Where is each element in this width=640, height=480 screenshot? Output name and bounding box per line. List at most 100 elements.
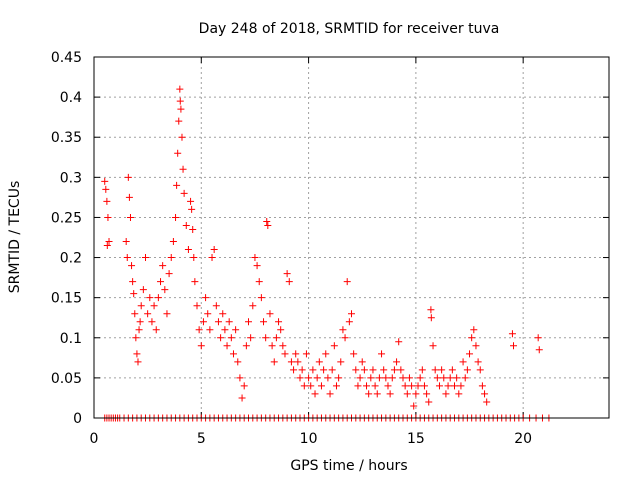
data-point	[305, 374, 313, 382]
data-point	[350, 350, 358, 358]
data-point	[408, 382, 416, 390]
data-point	[510, 342, 518, 350]
data-point	[290, 366, 298, 374]
data-point	[159, 262, 167, 270]
data-point	[508, 330, 516, 338]
data-point	[148, 318, 156, 326]
data-point	[232, 326, 240, 334]
data-point	[317, 382, 325, 390]
data-point	[459, 358, 467, 366]
data-point	[234, 358, 242, 366]
data-point	[176, 85, 184, 93]
data-point	[448, 366, 456, 374]
data-point	[214, 318, 222, 326]
data-point	[123, 254, 131, 262]
data-point	[104, 213, 112, 221]
data-point	[360, 366, 368, 374]
grid-lines	[94, 57, 609, 418]
y-tick-label: 0.35	[51, 130, 82, 146]
data-point	[187, 197, 195, 205]
y-axis-label: SRMTID / TECUs	[7, 181, 23, 294]
data-point	[161, 286, 169, 294]
x-tick-label: 10	[300, 431, 318, 447]
data-point	[354, 382, 362, 390]
data-point	[240, 382, 248, 390]
data-point	[420, 382, 428, 390]
data-point	[174, 149, 182, 157]
data-point	[169, 238, 177, 246]
data-point	[223, 342, 231, 350]
data-point	[249, 302, 257, 310]
data-point	[309, 366, 317, 374]
axis-ticks	[93, 56, 609, 419]
data-point	[172, 213, 180, 221]
data-point	[412, 390, 420, 398]
data-point	[474, 358, 482, 366]
data-point	[414, 382, 422, 390]
data-point	[190, 254, 198, 262]
y-tick-label: 0.15	[51, 291, 82, 307]
data-point	[341, 334, 349, 342]
data-point	[375, 374, 383, 382]
data-point	[302, 350, 310, 358]
data-point	[179, 165, 187, 173]
data-point	[453, 374, 461, 382]
data-point	[446, 374, 454, 382]
x-tick-label: 0	[90, 431, 99, 447]
data-point	[197, 342, 205, 350]
data-point	[463, 366, 471, 374]
data-point	[371, 382, 379, 390]
data-point	[478, 382, 486, 390]
data-point	[177, 105, 185, 113]
data-point	[335, 374, 343, 382]
data-point	[272, 334, 280, 342]
data-point	[124, 173, 132, 181]
data-point	[184, 246, 192, 254]
data-point	[130, 290, 138, 298]
data-point	[178, 133, 186, 141]
y-tick-label: 0.1	[60, 331, 82, 347]
data-point	[101, 177, 109, 185]
data-point	[206, 326, 214, 334]
data-point	[134, 358, 142, 366]
data-point	[476, 366, 484, 374]
data-point	[367, 374, 375, 382]
data-point	[425, 398, 433, 406]
data-point	[401, 382, 409, 390]
data-point	[461, 374, 469, 382]
data-point	[268, 342, 276, 350]
data-point	[212, 302, 220, 310]
data-point	[102, 185, 110, 193]
data-point	[136, 318, 144, 326]
data-point	[146, 294, 154, 302]
data-point	[217, 334, 225, 342]
data-point	[468, 334, 476, 342]
data-point	[105, 238, 113, 246]
data-point	[315, 358, 323, 366]
tick-labels: 0 0.05 0.1 0.15 0.2 0.25 0.3 0.35 0.4 0.45 0 5 10 15 2…	[51, 50, 532, 447]
data-point	[242, 342, 250, 350]
data-point	[386, 390, 394, 398]
data-point	[313, 374, 321, 382]
data-point	[195, 326, 203, 334]
data-point	[380, 366, 388, 374]
data-point	[103, 197, 111, 205]
data-point	[221, 326, 229, 334]
data-point	[369, 366, 377, 374]
data-point	[418, 366, 426, 374]
chart-title: Day 248 of 2018, SRMTID for receiver tuv…	[199, 21, 500, 37]
data-point	[131, 310, 139, 318]
data-point	[251, 254, 259, 262]
data-point	[345, 318, 353, 326]
y-tick-label: 0	[73, 411, 82, 427]
data-point	[281, 350, 289, 358]
data-point	[157, 278, 165, 286]
data-point	[300, 382, 308, 390]
data-point	[440, 374, 448, 382]
data-point	[247, 334, 255, 342]
data-point	[152, 326, 160, 334]
data-point	[264, 221, 272, 229]
data-point	[393, 358, 401, 366]
data-point	[395, 338, 403, 346]
y-tick-label: 0.3	[60, 170, 82, 186]
